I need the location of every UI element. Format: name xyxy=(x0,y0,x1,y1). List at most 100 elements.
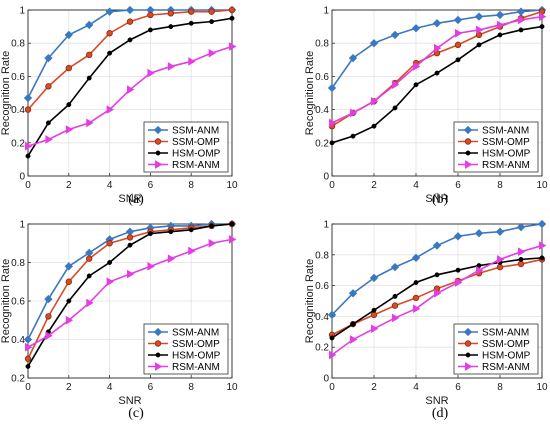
data-point-ssm-omp xyxy=(65,64,72,72)
data-point-rsm-anm xyxy=(86,118,94,128)
y-tick-label: 1 xyxy=(323,220,329,231)
data-point-rsm-anm xyxy=(127,85,135,95)
x-tick-label: 10 xyxy=(536,382,548,393)
legend-marker xyxy=(465,160,473,169)
data-point-ssm-omp xyxy=(208,8,215,15)
legend-label: RSM-ANM xyxy=(172,362,220,373)
legend-label: SSM-OMP xyxy=(482,339,530,350)
x-tick-label: 0 xyxy=(25,180,31,191)
data-point-hsm-omp xyxy=(539,24,545,30)
data-point-hsm-omp xyxy=(25,364,31,369)
data-point-hsm-omp xyxy=(434,70,440,76)
plot-frame xyxy=(331,9,543,177)
legend-marker xyxy=(154,138,162,145)
panel-label: (c) xyxy=(128,406,144,421)
x-tick-label: 8 xyxy=(497,180,503,191)
data-point-hsm-omp xyxy=(147,231,153,237)
data-point-ssm-anm xyxy=(105,7,114,16)
data-point-ssm-omp xyxy=(85,255,93,262)
y-tick-label: 0 xyxy=(323,172,329,183)
data-point-ssm-omp xyxy=(228,6,236,14)
legend-marker xyxy=(464,340,472,347)
x-tick-label: 6 xyxy=(455,180,461,191)
data-point-ssm-anm xyxy=(369,39,379,48)
data-point-rsm-anm xyxy=(188,57,196,66)
data-point-ssm-omp xyxy=(126,18,134,25)
data-point-ssm-omp xyxy=(391,302,399,309)
plot-frame xyxy=(27,223,233,379)
data-point-ssm-anm xyxy=(348,289,358,298)
y-tick-label: 0 xyxy=(323,374,329,385)
data-point-hsm-omp xyxy=(127,37,133,43)
data-point-ssm-omp xyxy=(106,240,113,247)
y-tick-label: 0.8 xyxy=(315,39,329,50)
data-point-ssm-anm xyxy=(453,232,463,241)
data-point-hsm-omp xyxy=(86,273,92,279)
data-point-rsm-anm xyxy=(25,342,33,352)
legend-label: RSM-ANM xyxy=(482,362,530,373)
data-point-rsm-anm xyxy=(455,278,463,287)
plot-frame xyxy=(331,223,543,379)
data-point-ssm-anm xyxy=(411,253,421,263)
x-tick-label: 4 xyxy=(413,382,419,393)
data-point-ssm-anm xyxy=(495,10,505,20)
legend-marker xyxy=(155,150,161,156)
data-point-rsm-anm xyxy=(329,118,337,128)
data-point-rsm-anm xyxy=(392,313,400,323)
x-tick-label: 2 xyxy=(66,180,72,191)
y-axis-label: Recognition Rate xyxy=(0,259,12,343)
data-point-hsm-omp xyxy=(392,105,398,111)
data-point-rsm-anm xyxy=(229,42,237,51)
data-point-ssm-anm xyxy=(44,53,53,63)
data-point-hsm-omp xyxy=(455,267,461,273)
data-point-ssm-anm xyxy=(390,262,400,272)
data-point-hsm-omp xyxy=(209,223,215,229)
y-tick-label: 0.4 xyxy=(11,105,25,116)
data-point-rsm-anm xyxy=(106,277,114,287)
data-point-ssm-anm xyxy=(327,83,337,93)
data-point-hsm-omp xyxy=(350,321,356,327)
data-point-hsm-omp xyxy=(86,75,92,81)
legend-label: SSM-ANM xyxy=(482,328,529,339)
y-tick-label: 0.2 xyxy=(315,343,329,354)
legend-marker xyxy=(465,362,473,371)
legend-marker xyxy=(465,352,471,358)
data-point-rsm-anm xyxy=(208,48,216,58)
data-point-ssm-anm xyxy=(85,20,94,30)
x-axis-label: SNR xyxy=(118,395,141,407)
data-point-hsm-omp xyxy=(147,27,153,33)
x-axis-label: SNR xyxy=(118,193,141,205)
y-tick-label: 0.8 xyxy=(11,258,25,269)
data-point-ssm-anm xyxy=(432,19,442,28)
data-point-rsm-anm xyxy=(476,265,484,275)
x-tick-label: 6 xyxy=(148,180,154,191)
legend-label: RSM-ANM xyxy=(172,160,220,171)
data-point-ssm-omp xyxy=(106,30,113,37)
data-point-ssm-anm xyxy=(44,294,53,304)
data-point-ssm-anm xyxy=(348,53,358,63)
data-point-hsm-omp xyxy=(168,229,174,235)
x-tick-label: 8 xyxy=(188,180,194,191)
data-point-hsm-omp xyxy=(434,272,440,278)
data-point-ssm-omp xyxy=(454,41,462,49)
data-point-ssm-anm xyxy=(432,241,442,250)
x-tick-label: 6 xyxy=(455,382,461,393)
data-point-hsm-omp xyxy=(229,221,235,227)
data-point-ssm-anm xyxy=(369,273,379,283)
data-point-rsm-anm xyxy=(434,43,442,53)
data-point-rsm-anm xyxy=(371,324,379,334)
legend-marker xyxy=(155,362,163,371)
data-point-ssm-omp xyxy=(187,8,195,15)
data-point-ssm-anm xyxy=(474,229,484,238)
y-tick-label: 0.2 xyxy=(11,374,25,385)
panel-1: 0 2 4 6 8 10 0 0.2 0.4 0.6 0.8 1 SNR Recognition Rate… xyxy=(0,6,238,208)
data-point-rsm-anm xyxy=(350,335,358,344)
x-tick-label: 4 xyxy=(107,382,113,393)
data-point-hsm-omp xyxy=(413,82,419,88)
data-point-ssm-anm xyxy=(327,310,337,320)
data-point-ssm-anm xyxy=(474,12,484,21)
data-point-ssm-anm xyxy=(495,227,505,236)
data-point-rsm-anm xyxy=(147,68,155,78)
legend-label: HSM-OMP xyxy=(482,351,531,362)
